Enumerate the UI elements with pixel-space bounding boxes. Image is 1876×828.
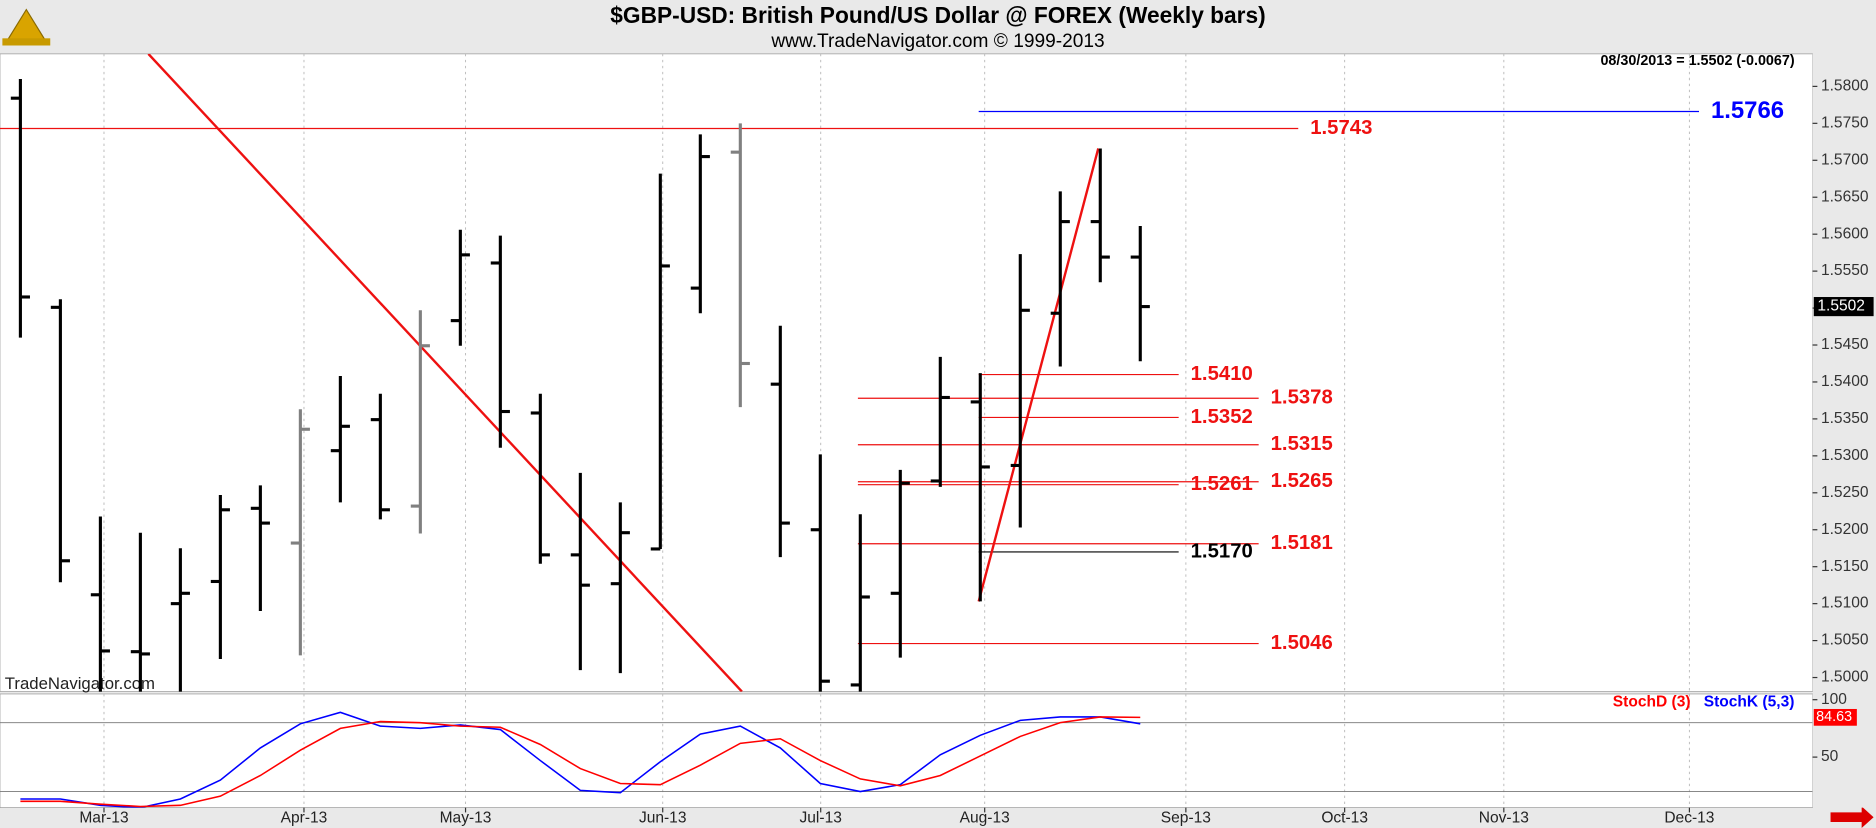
y-tick-label: 1.5100 (1821, 595, 1869, 612)
stoch-line (20, 711, 1141, 808)
last-value-tag (1813, 708, 1857, 726)
level-label: 1.5261 (1191, 473, 1253, 495)
y-tick-label: 1.5700 (1821, 151, 1869, 168)
level-label: 1.5170 (1191, 540, 1253, 562)
price-panel (0, 53, 1813, 692)
level-label: 1.5265 (1271, 470, 1333, 492)
y-tick-label: 1.5250 (1821, 484, 1869, 501)
level-label: 1.5046 (1271, 632, 1333, 654)
y-tick-label: 1.5400 (1821, 373, 1869, 390)
y-tick-label: 1.5200 (1821, 521, 1869, 538)
last-value-label: 84.63 (1816, 709, 1852, 725)
y-tick-label: 1.5300 (1821, 447, 1869, 464)
y-tick-label: 1.5750 (1821, 114, 1869, 131)
level-label: 1.5743 (1310, 117, 1372, 139)
y-tick-label: 1.5000 (1821, 669, 1869, 686)
x-tick-label: Jun-13 (639, 810, 687, 827)
trend-line (147, 53, 743, 692)
watermark: TradeNavigator.com (5, 674, 155, 693)
level-label: 1.5352 (1191, 406, 1253, 428)
y-tick-label: 1.5050 (1821, 632, 1869, 649)
y-tick-label: 1.5150 (1821, 558, 1869, 575)
y-tick-label: 50 (1821, 748, 1839, 765)
legend: StochD (3) StochK (5,3) (1613, 693, 1795, 710)
trend-line (977, 148, 1100, 602)
y-tick-label: 1.5450 (1821, 336, 1869, 353)
grid-group (103, 53, 1690, 692)
chart-subtitle: www.TradeNavigator.com © 1999-2013 (770, 31, 1104, 52)
legend-entry: StochD (3) (1613, 693, 1691, 710)
y-tick-label: 1.5650 (1821, 188, 1869, 205)
x-tick-label: Apr-13 (281, 810, 328, 827)
level-label: 1.5766 (1711, 97, 1784, 124)
level-label: 1.5315 (1271, 433, 1333, 455)
y-tick-label: 1.5600 (1821, 225, 1869, 242)
scroll-arrow[interactable] (1830, 806, 1874, 828)
logo (2, 8, 51, 46)
x-tick-label: Aug-13 (960, 810, 1010, 827)
y-tick-label: 1.5550 (1821, 262, 1869, 279)
price-axis: 1.5000 1.5050 1.5100 1.5150 1.5200 1.5250 1.53… (1812, 53, 1876, 692)
legend-entry: StochK (5,3) (1704, 693, 1795, 710)
level-label: 1.5181 (1271, 532, 1333, 554)
x-tick-label: Oct-13 (1321, 810, 1368, 827)
x-tick-label: Dec-13 (1664, 810, 1714, 827)
price-marks (0, 53, 1700, 692)
x-tick-label: Mar-13 (79, 810, 128, 827)
x-axis: Mar-13 Apr-13 May-13 Jun-13 Jul-13 Aug-13 Sep-… (79, 807, 1714, 827)
axis-background (1812, 53, 1876, 692)
stoch-marks (0, 711, 1813, 808)
x-tick-label: Nov-13 (1479, 810, 1529, 827)
chart-title: $GBP-USD: British Pound/US Dollar @ FORE… (610, 2, 1265, 28)
last-price-tag (1813, 297, 1874, 317)
y-tick-label: 1.5350 (1821, 410, 1869, 427)
header-note: 08/30/2013 = 1.5502 (-0.0067) (1600, 53, 1794, 69)
y-tick-label: 1.5800 (1821, 77, 1869, 94)
level-label: 1.5378 (1271, 387, 1333, 409)
y-tick-label: 100 (1821, 691, 1847, 708)
stoch-panel (0, 693, 1813, 808)
x-tick-label: Sep-13 (1161, 810, 1211, 827)
last-price-label: 1.5502 (1817, 298, 1865, 315)
level-label: 1.5410 (1191, 363, 1253, 385)
grid-group (103, 693, 1690, 808)
x-tick-label: Jul-13 (800, 810, 842, 827)
x-tick-label: May-13 (440, 810, 492, 827)
level-labels: 1.5743 1.5766 1.5410 1.5378 1.5352 1.5315 1.52… (1191, 97, 1784, 654)
stoch-line (20, 716, 1141, 808)
